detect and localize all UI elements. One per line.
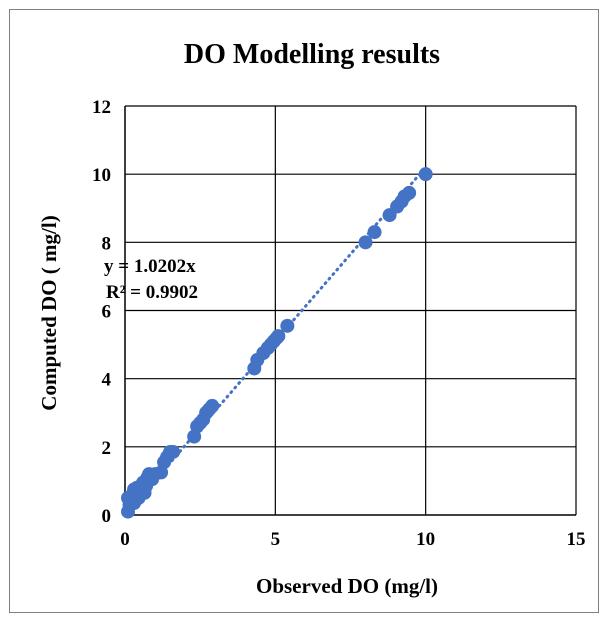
- x-tick-label: 15: [567, 529, 586, 550]
- x-axis-label: Observed DO (mg/l): [256, 574, 438, 598]
- y-axis-label: Computed DO ( mg/l): [37, 215, 61, 410]
- y-tick-label: 2: [102, 438, 112, 459]
- data-point: [367, 225, 382, 240]
- data-point: [280, 318, 295, 333]
- tick-labels: 0 2 4 6 8 10 12 0 5 10 15: [92, 97, 586, 550]
- x-tick-label: 5: [271, 529, 281, 550]
- y-tick-label: 12: [92, 97, 111, 118]
- x-tick-label: 10: [416, 529, 435, 550]
- data-point: [166, 444, 181, 459]
- y-tick-label: 0: [102, 506, 112, 527]
- chart-frame: DO Modelling results 0 2 4 6 8 10 12 0 5 10 15 y =…: [9, 9, 599, 613]
- trendline-equation: y = 1.0202x: [104, 256, 196, 277]
- grid-layer: [124, 105, 577, 516]
- data-point: [205, 398, 220, 413]
- data-point: [402, 185, 417, 200]
- y-tick-label: 10: [92, 165, 111, 186]
- data-points: [121, 167, 433, 519]
- y-tick-label: 4: [102, 370, 112, 391]
- r-squared-label: R² = 0.9902: [106, 282, 198, 303]
- chart-title: DO Modelling results: [184, 39, 440, 70]
- chart-svg: DO Modelling results 0 2 4 6 8 10 12 0 5 10 15 y =…: [37, 39, 586, 598]
- data-point: [418, 167, 433, 182]
- data-point: [271, 329, 286, 344]
- x-tick-label: 0: [120, 529, 130, 550]
- y-tick-label: 8: [102, 233, 112, 254]
- y-tick-label: 6: [102, 302, 112, 323]
- data-point: [358, 235, 373, 250]
